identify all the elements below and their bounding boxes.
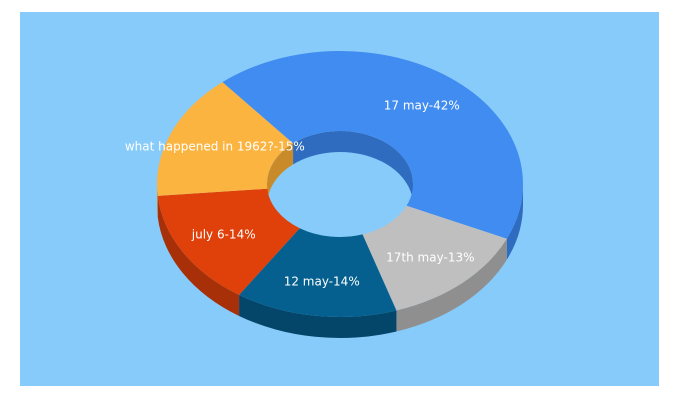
slice-17th-may — [362, 205, 507, 311]
donut-inner-walls — [267, 131, 413, 205]
slice-what-happened-in-1962- — [157, 82, 294, 196]
slice-inner-wall-what-happened-in-1962- — [267, 143, 294, 205]
slice-label-what-happened-in-1962-: what happened in 1962?-15% — [125, 139, 305, 153]
slice-17-may — [222, 51, 524, 239]
donut-tops — [157, 51, 524, 318]
slice-side-17-may — [506, 184, 523, 260]
slice-label-17th-may: 17th may-13% — [386, 250, 474, 264]
slice-label-17-may: 17 may-42% — [384, 99, 460, 113]
slice-side-july-6 — [157, 195, 240, 316]
slice-july-6 — [157, 188, 300, 295]
slice-label-12-may: 12 may-14% — [284, 275, 360, 289]
slice-labels: 17 may-42% 17th may-13% 12 may-14% july 6-1… — [125, 99, 475, 289]
slice-inner-wall-17-may — [293, 131, 413, 205]
slice-label-july-6: july 6-14% — [191, 227, 256, 241]
donut-sides — [157, 184, 523, 339]
slice-side-what-happened-in-1962- — [157, 184, 158, 217]
slice-12-may — [239, 228, 397, 318]
donut-chart: 17 may-42% 17th may-13% 12 may-14% july 6-1… — [125, 51, 524, 339]
slice-side-17th-may — [396, 238, 507, 332]
chart-panel: 17 may-42% 17th may-13% 12 may-14% july 6-1… — [20, 12, 659, 386]
slice-side-12-may — [239, 294, 397, 339]
